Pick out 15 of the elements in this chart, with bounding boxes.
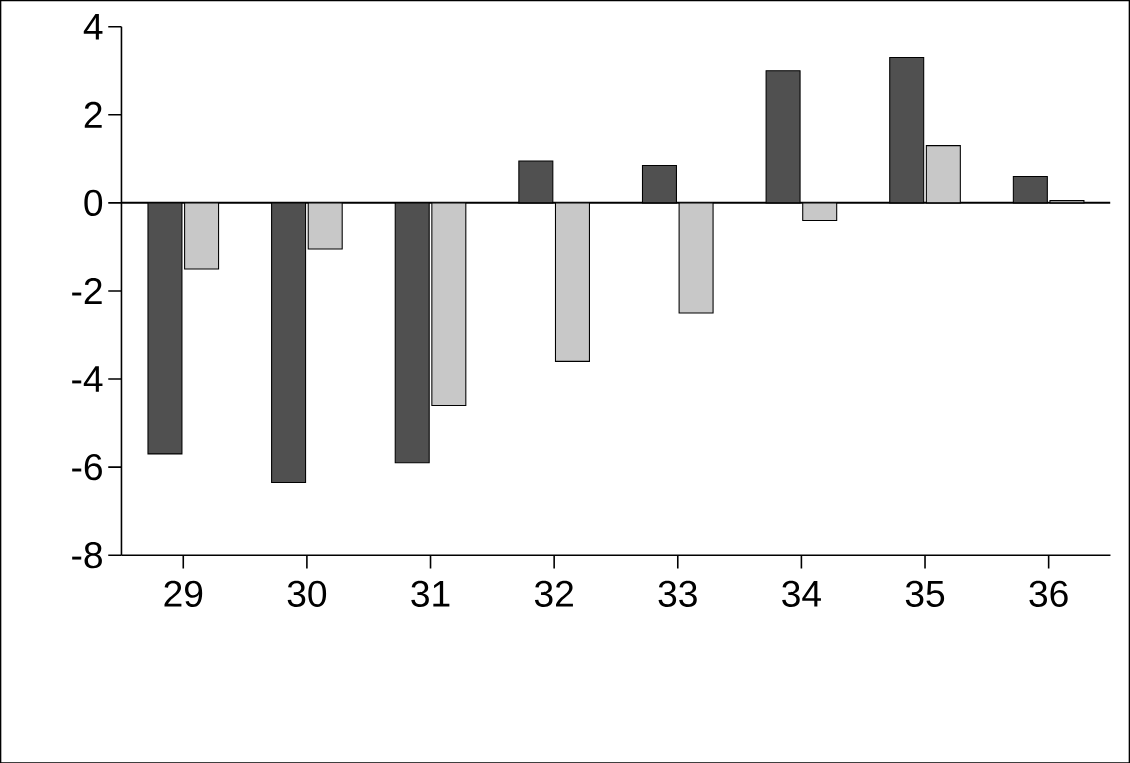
x-tick-label: 34 xyxy=(782,580,821,607)
x-tick-label: 35 xyxy=(905,580,945,607)
y-tick-label: 4 xyxy=(83,13,103,40)
y-tick-label: -8 xyxy=(72,541,102,569)
y-tick-label: 0 xyxy=(84,189,103,216)
x-tick-label: 36 xyxy=(1029,580,1068,607)
x-tick-label: 32 xyxy=(534,580,573,607)
y-tick-label: 2 xyxy=(84,101,102,128)
y-tick-label: -4 xyxy=(72,366,103,392)
x-tick-label: 31 xyxy=(411,580,450,607)
x-tick-label: 29 xyxy=(164,580,203,607)
x-tick-label: 33 xyxy=(658,580,697,607)
y-tick-label: -2 xyxy=(72,277,102,304)
x-tick-label: 30 xyxy=(287,580,327,607)
y-tick-label: -6 xyxy=(72,453,102,481)
